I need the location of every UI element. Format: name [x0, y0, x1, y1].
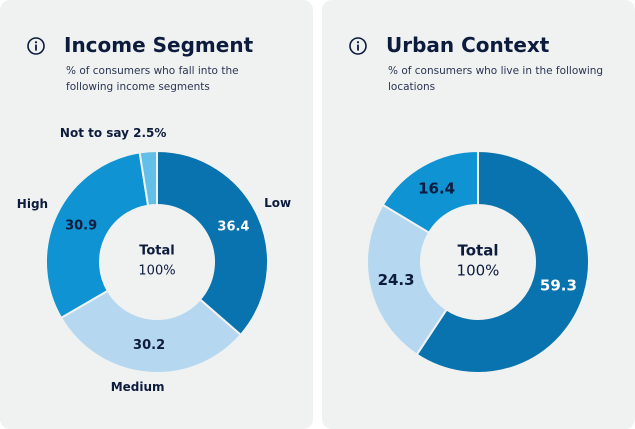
slice-category-label: High — [17, 197, 48, 211]
slice-value-label: 36.4 — [217, 220, 249, 235]
donut-slice-2[interactable] — [45, 151, 150, 320]
slice-value-label: 59.3 — [540, 277, 577, 295]
slice-category-label: Low — [264, 196, 291, 210]
donut-slice-3[interactable] — [138, 149, 158, 207]
urban-context-card: Urban Context % of consumers who live in… — [322, 0, 635, 429]
card-title: Urban Context — [386, 33, 550, 57]
center-total-label: Total — [139, 244, 175, 259]
income-donut-chart: 36.4 Low 30.2 Medium 30.9 High Not to say 2.5%… — [17, 126, 291, 394]
slice-value-label: 30.9 — [65, 218, 97, 233]
card-subtitle: % of consumers who live in the following… — [388, 65, 604, 93]
donut-slice-2[interactable] — [381, 149, 479, 235]
info-icon[interactable] — [348, 36, 368, 56]
income-segment-card: Income Segment % of consumers who fall i… — [0, 0, 313, 429]
urban-donut-chart: 59.3 24.3 16.4 Total 100% — [366, 149, 590, 374]
card-subtitle: % of consumers who fall into the followi… — [66, 65, 239, 93]
donut-slice-0[interactable] — [415, 149, 590, 374]
donut-slice-1[interactable] — [59, 289, 243, 374]
center-total-value: 100% — [457, 262, 500, 280]
slice-value-label: 24.3 — [378, 271, 415, 289]
center-total-value: 100% — [138, 264, 175, 279]
card-title: Income Segment — [64, 33, 254, 57]
donut-slice-0[interactable] — [156, 149, 269, 337]
slice-category-label: Not to say 2.5% — [60, 126, 167, 140]
info-icon[interactable] — [26, 36, 46, 56]
slice-value-label: 30.2 — [133, 338, 165, 353]
slice-value-label: 16.4 — [418, 179, 455, 197]
slice-category-label: Medium — [111, 380, 165, 394]
center-total-label: Total — [458, 242, 499, 260]
donut-slice-1[interactable] — [366, 203, 448, 356]
